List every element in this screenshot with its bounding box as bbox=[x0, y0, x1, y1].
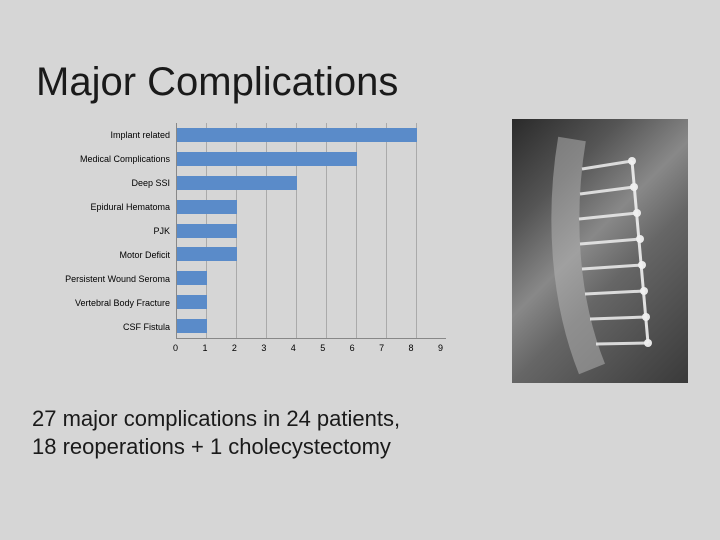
chart-bar bbox=[177, 128, 417, 142]
x-axis-tick: 9 bbox=[438, 343, 443, 353]
x-axis-tick: 5 bbox=[320, 343, 349, 353]
chart-bar bbox=[177, 271, 207, 285]
chart-bar bbox=[177, 152, 357, 166]
x-axis-tick: 2 bbox=[232, 343, 261, 353]
x-axis-tick: 1 bbox=[202, 343, 231, 353]
chart-bar bbox=[177, 176, 297, 190]
chart-bar bbox=[177, 224, 237, 238]
complications-chart: Implant relatedMedical ComplicationsDeep… bbox=[48, 123, 458, 353]
y-axis-label: PJK bbox=[48, 219, 170, 243]
y-axis-label: Motor Deficit bbox=[48, 243, 170, 267]
y-axis-label: Implant related bbox=[48, 123, 170, 147]
caption-line-1: 27 major complications in 24 patients, bbox=[32, 406, 400, 431]
chart-bar bbox=[177, 247, 237, 261]
x-axis-tick: 7 bbox=[379, 343, 408, 353]
caption-line-2: 18 reoperations + 1 cholecystectomy bbox=[32, 434, 391, 459]
y-axis-label: Persistent Wound Seroma bbox=[48, 267, 170, 291]
x-axis-tick: 4 bbox=[291, 343, 320, 353]
y-axis-label: Vertebral Body Fracture bbox=[48, 291, 170, 315]
x-axis-tick: 8 bbox=[409, 343, 438, 353]
x-axis-tick: 6 bbox=[350, 343, 379, 353]
x-axis-tick: 0 bbox=[173, 343, 202, 353]
xray-image bbox=[512, 119, 688, 383]
y-axis-label: CSF Fistula bbox=[48, 315, 170, 339]
y-axis-label: Medical Complications bbox=[48, 147, 170, 171]
page-title: Major Complications bbox=[36, 60, 690, 105]
summary-caption: 27 major complications in 24 patients, 1… bbox=[32, 405, 690, 460]
y-axis-label: Epidural Hematoma bbox=[48, 195, 170, 219]
y-axis-label: Deep SSI bbox=[48, 171, 170, 195]
chart-bar bbox=[177, 319, 207, 333]
x-axis-tick: 3 bbox=[261, 343, 290, 353]
chart-bar bbox=[177, 200, 237, 214]
chart-bar bbox=[177, 295, 207, 309]
